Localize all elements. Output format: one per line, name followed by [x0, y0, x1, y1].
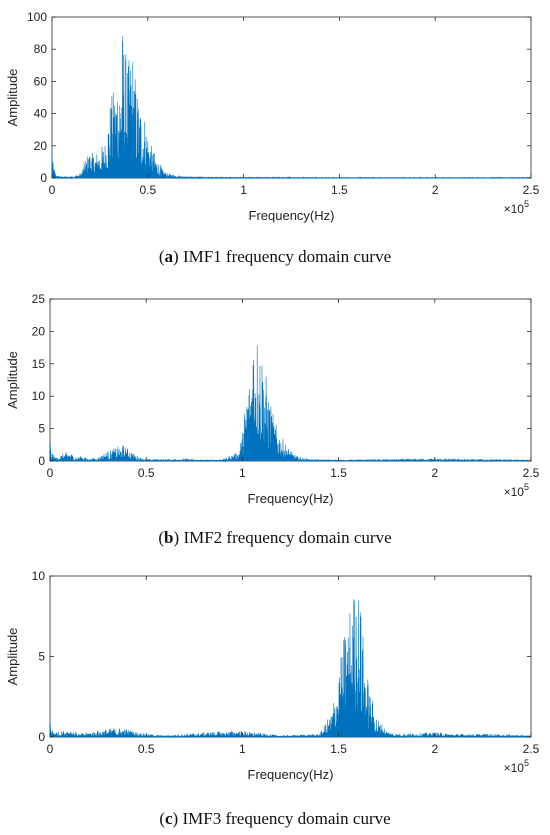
caption-a: (a) IMF1 frequency domain curve — [158, 247, 392, 266]
caption-c: (c) IMF3 frequency domain curve — [159, 809, 391, 828]
chart-a: 0 0.5 1 1.5 2 2.5 0 20 40 60 80 100 Frequency(Hz) Amp… — [5, 10, 540, 223]
y-tick-label-a-2: 40 — [34, 107, 48, 121]
x-multiplier-c: ×105 — [504, 758, 529, 775]
plot-frame-b — [49, 298, 532, 462]
y-tick-label-c-1: 5 — [38, 650, 45, 664]
y-tick-label-c-2: 10 — [32, 569, 46, 583]
x-axis-label-b: Frequency(Hz) — [248, 491, 334, 506]
x-tick-label-b-1: 0.5 — [138, 466, 155, 480]
x-tick-label-b-0: 0 — [47, 466, 54, 480]
x-tick-label-b-2: 1 — [239, 466, 246, 480]
x-tick-label-a-0: 0 — [49, 183, 56, 197]
y-axis-label-b: Amplitude — [5, 351, 20, 409]
x-tick-label-a-4: 2 — [432, 183, 439, 197]
y-axis-label-c: Amplitude — [5, 628, 20, 686]
plot-frame-c — [49, 575, 532, 738]
spectrum-line-c — [49, 599, 532, 739]
x-tick-label-b-3: 1.5 — [330, 466, 347, 480]
x-tick-label-a-2: 1 — [240, 183, 247, 197]
spectrum-line-a — [51, 35, 532, 180]
x-multiplier-a: ×105 — [504, 199, 529, 216]
caption-letter-c: c — [165, 809, 173, 828]
caption-text-b: IMF2 frequency domain curve — [183, 528, 392, 547]
x-tick-label-c-0: 0 — [47, 742, 54, 756]
caption-letter-b: b — [164, 528, 174, 547]
x-tick-label-c-3: 1.5 — [330, 742, 347, 756]
x-tick-label-a-3: 1.5 — [331, 183, 348, 197]
y-tick-label-a-1: 20 — [34, 139, 48, 153]
x-tick-label-b-4: 2 — [431, 466, 438, 480]
y-tick-label-a-0: 0 — [40, 171, 47, 185]
x-tick-label-b-5: 2.5 — [523, 466, 540, 480]
y-tick-label-a-5: 100 — [27, 10, 47, 24]
x-tick-label-c-5: 2.5 — [523, 742, 540, 756]
caption-letter-a: a — [164, 247, 174, 266]
caption-text-c: IMF3 frequency domain curve — [182, 809, 391, 828]
x-tick-label-c-1: 0.5 — [138, 742, 155, 756]
y-tick-label-b-4: 20 — [32, 324, 46, 338]
x-multiplier-b: ×105 — [504, 482, 529, 499]
caption-b: (b) IMF2 frequency domain curve — [158, 528, 392, 547]
y-tick-label-b-1: 5 — [38, 422, 45, 436]
spectrum-line-b — [49, 345, 532, 463]
y-tick-label-c-0: 0 — [38, 730, 45, 744]
y-tick-label-a-3: 60 — [34, 74, 48, 88]
x-axis-label-c: Frequency(Hz) — [248, 767, 334, 782]
x-tick-label-a-1: 0.5 — [139, 183, 156, 197]
y-tick-label-b-5: 25 — [32, 292, 46, 306]
x-tick-label-c-4: 2 — [431, 742, 438, 756]
x-tick-label-a-5: 2.5 — [523, 183, 540, 197]
x-axis-label-a: Frequency(Hz) — [249, 208, 335, 223]
y-tick-label-b-2: 10 — [32, 389, 46, 403]
y-axis-label-a: Amplitude — [5, 69, 20, 127]
y-tick-label-b-0: 0 — [38, 454, 45, 468]
y-tick-label-b-3: 15 — [32, 357, 46, 371]
y-tick-label-a-4: 80 — [34, 42, 48, 56]
chart-c: 0 0.5 1 1.5 2 2.5 0 5 10 Frequency(Hz) Amplitude ×1… — [5, 569, 540, 782]
chart-b: 0 0.5 1 1.5 2 2.5 0 5 10 15 20 25 Frequency(Hz) Ampli… — [5, 292, 540, 506]
caption-text-a: IMF1 frequency domain curve — [182, 247, 392, 266]
x-tick-label-c-2: 1 — [239, 742, 246, 756]
